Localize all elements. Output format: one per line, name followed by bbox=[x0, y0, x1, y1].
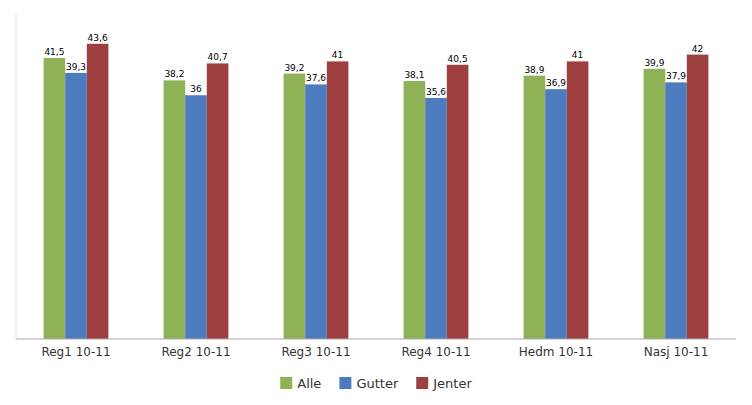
data-label: 41,5 bbox=[44, 47, 64, 57]
data-label: 36 bbox=[190, 84, 202, 94]
data-label: 39,9 bbox=[644, 58, 664, 68]
legend-swatch bbox=[280, 377, 292, 389]
x-tick-label: Hedm 10-11 bbox=[519, 345, 593, 359]
bar bbox=[87, 44, 109, 339]
x-tick-labels: Reg1 10-11 Reg2 10-11 Reg3 10-11 Reg4 10-11… bbox=[41, 345, 708, 359]
x-tick-label: Reg1 10-11 bbox=[41, 345, 110, 359]
data-label: 38,2 bbox=[164, 69, 184, 79]
legend: Alle Gutter Jenter bbox=[280, 376, 472, 391]
bar bbox=[567, 61, 589, 339]
x-tick-label: Nasj 10-11 bbox=[644, 345, 709, 359]
bar bbox=[207, 63, 229, 339]
bar bbox=[185, 95, 207, 339]
data-label: 39,3 bbox=[66, 62, 86, 72]
x-tick-label: Reg4 10-11 bbox=[401, 345, 470, 359]
legend-item: Jenter bbox=[416, 376, 472, 391]
legend-label: Alle bbox=[297, 376, 321, 391]
bar bbox=[305, 84, 327, 339]
data-label: 43,6 bbox=[88, 33, 108, 43]
data-label: 41 bbox=[572, 50, 583, 60]
bar bbox=[687, 55, 709, 339]
bar bbox=[447, 65, 469, 339]
data-label: 40,7 bbox=[208, 52, 228, 62]
data-label: 42 bbox=[692, 44, 703, 54]
bar bbox=[404, 81, 426, 339]
x-tick-label: Reg2 10-11 bbox=[161, 345, 230, 359]
bar bbox=[44, 58, 66, 339]
legend-swatch bbox=[339, 377, 351, 389]
legend-item: Alle bbox=[280, 376, 321, 391]
bars bbox=[44, 44, 709, 339]
bar bbox=[327, 61, 349, 339]
data-label: 37,9 bbox=[666, 71, 686, 81]
bar bbox=[65, 73, 87, 339]
legend-swatch bbox=[416, 377, 428, 389]
chart: 41,5 38,2 39,2 38,1 38,9 39,9 39,3 36 37,6 35,6 36… bbox=[0, 0, 752, 405]
bar bbox=[644, 69, 666, 339]
legend-label: Gutter bbox=[356, 376, 399, 391]
bar bbox=[665, 82, 687, 339]
data-label: 35,6 bbox=[426, 87, 446, 97]
data-label: 40,5 bbox=[448, 54, 468, 64]
legend-label: Jenter bbox=[432, 376, 472, 391]
data-label: 38,9 bbox=[524, 65, 544, 75]
data-label: 38,1 bbox=[404, 70, 424, 80]
data-label: 36,9 bbox=[546, 78, 566, 88]
legend-item: Gutter bbox=[339, 376, 399, 391]
bar bbox=[425, 98, 447, 339]
data-label: 37,6 bbox=[306, 73, 326, 83]
bar bbox=[524, 76, 546, 339]
x-tick-label: Reg3 10-11 bbox=[281, 345, 350, 359]
bar bbox=[284, 74, 306, 339]
data-labels: 41,5 38,2 39,2 38,1 38,9 39,9 39,3 36 37,6 35,6 36… bbox=[44, 33, 703, 97]
data-label: 39,2 bbox=[284, 63, 304, 73]
data-label: 41 bbox=[332, 50, 343, 60]
bar bbox=[545, 89, 567, 339]
x-axis-line bbox=[16, 339, 736, 340]
y-axis-line bbox=[16, 14, 17, 339]
bar bbox=[164, 80, 186, 339]
